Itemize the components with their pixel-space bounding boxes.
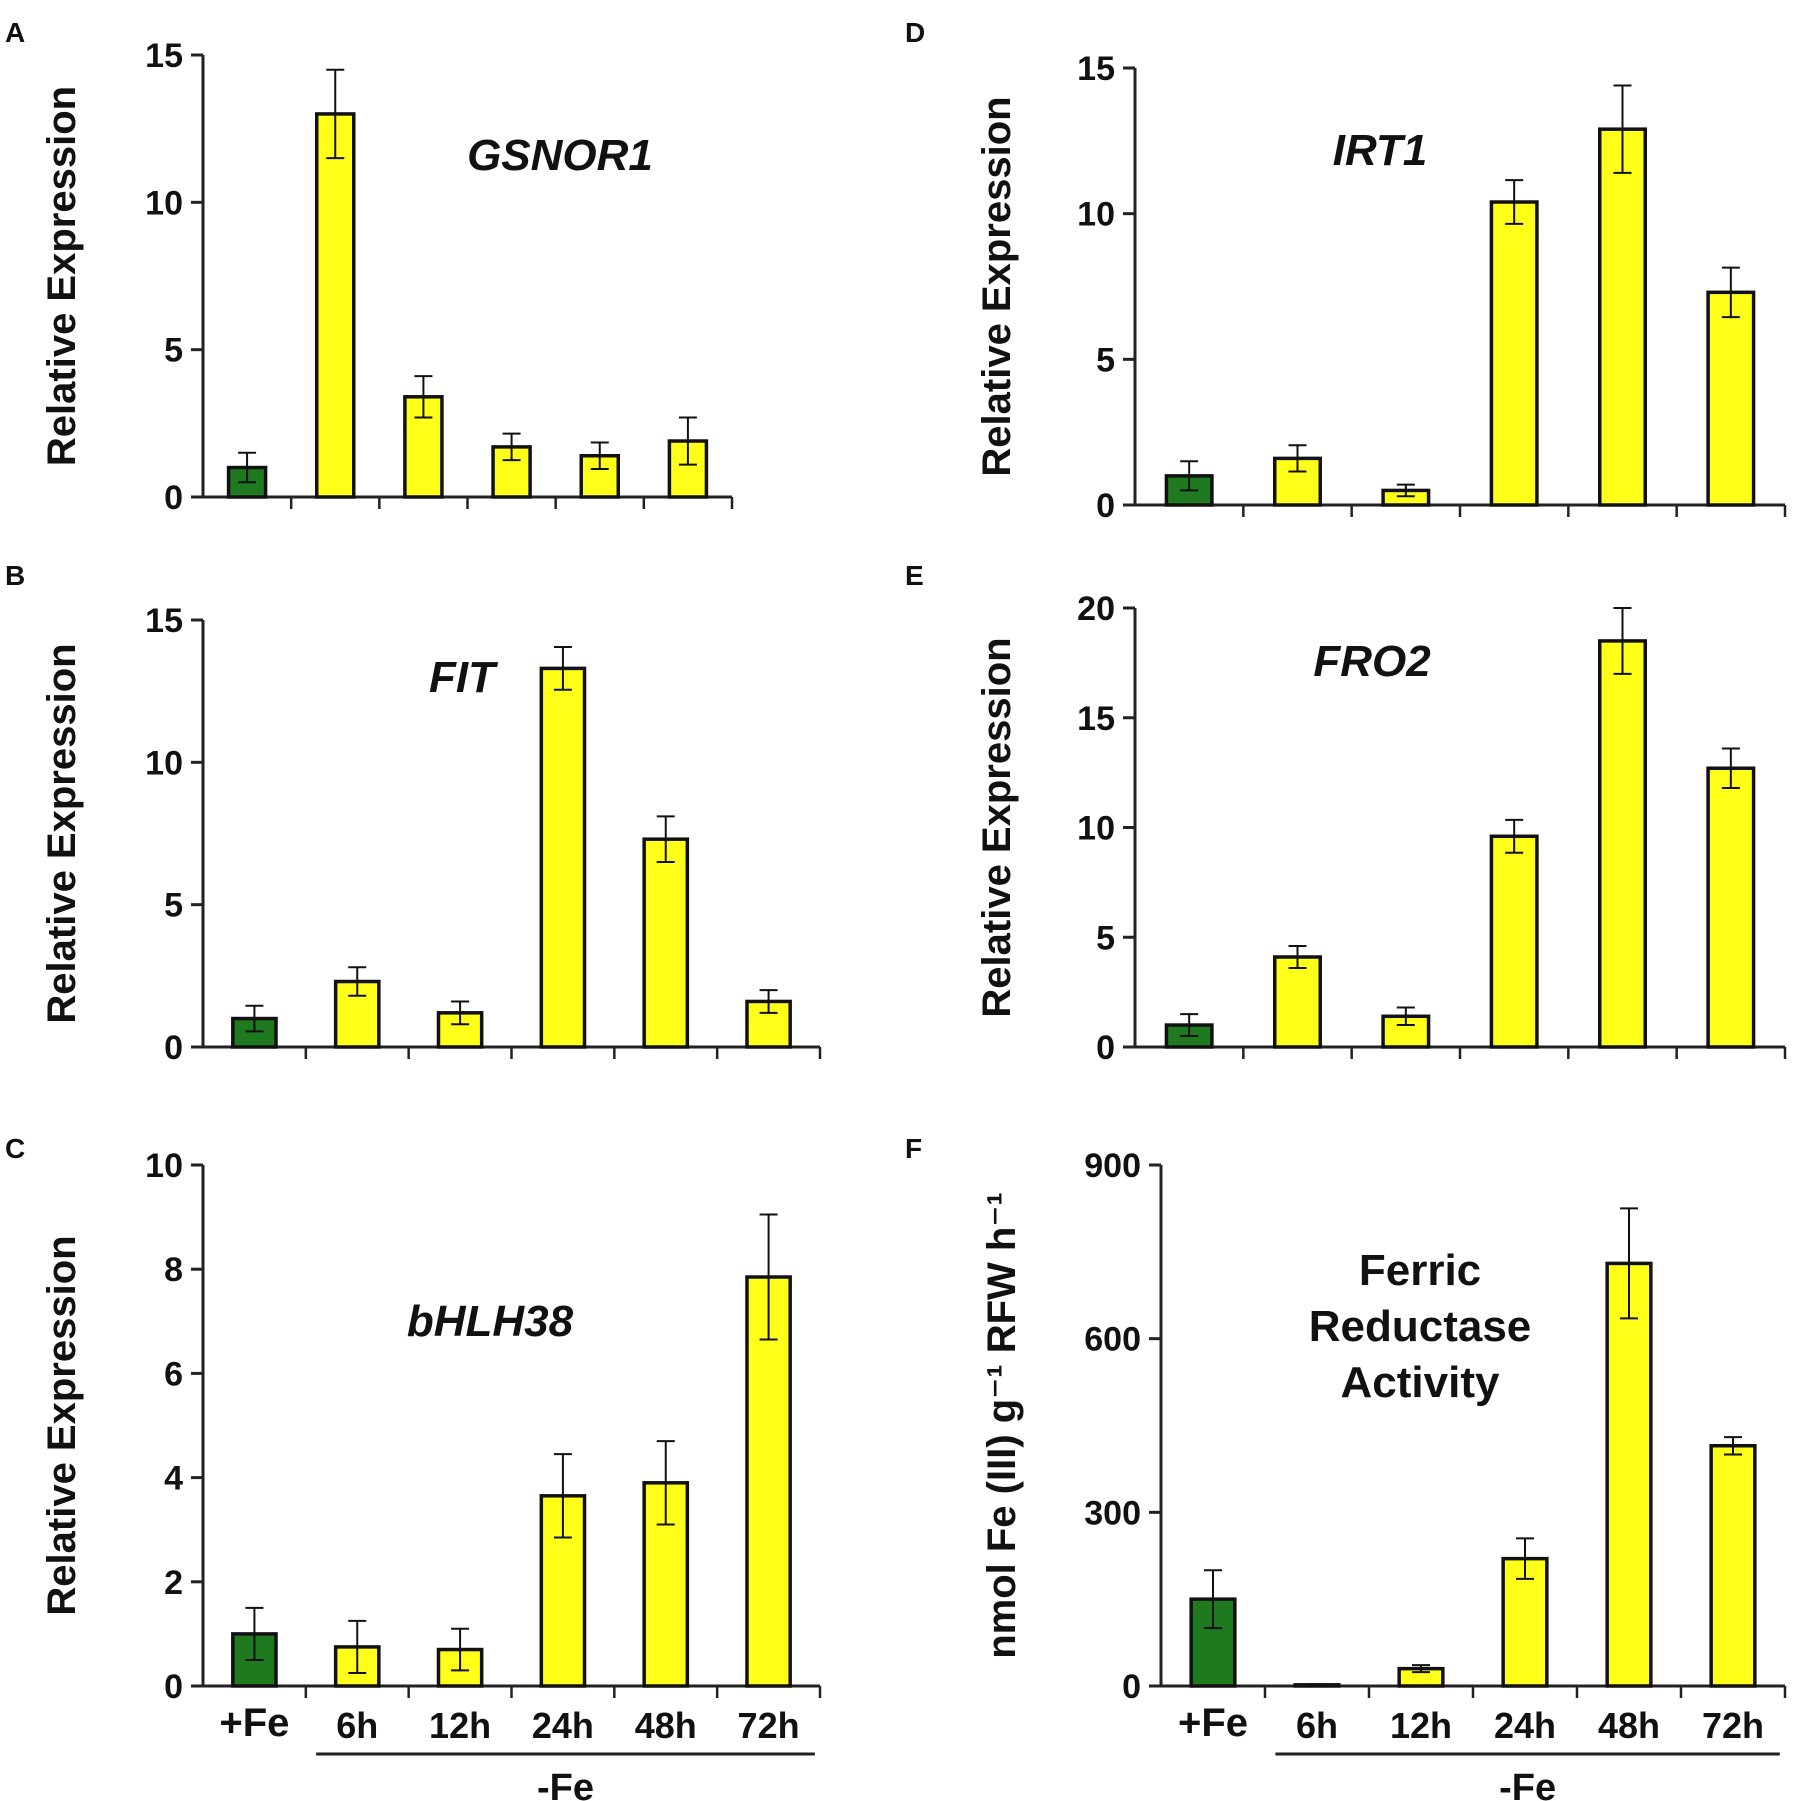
y-tick-label: 600: [1084, 1321, 1141, 1359]
y-tick-label: 10: [145, 1147, 183, 1185]
panel-f: F 0 300 600 900 nmol Fe (III) g⁻¹ RFW h⁻¹ Ferr…: [905, 1133, 1787, 1801]
bar-24h: [1489, 200, 1539, 507]
bar-12h: [1381, 1014, 1431, 1049]
y-axis-label: Relative Expression: [975, 637, 1019, 1017]
y-tick-label: 300: [1084, 1494, 1141, 1532]
x-tick-label: 12h: [1390, 1705, 1452, 1746]
bar-6h: [1273, 955, 1322, 1049]
chart-title-line: Activity: [1341, 1358, 1500, 1407]
x-tick-label: 6h: [336, 1705, 378, 1746]
y-tick-label: 15: [1077, 700, 1115, 738]
bar-72h: [1706, 766, 1756, 1049]
bar-6h: [314, 112, 356, 499]
y-axis-label: Relative Expression: [40, 86, 84, 466]
chart-title-line: Ferric: [1359, 1246, 1481, 1295]
y-axis-label: Relative Expression: [40, 643, 84, 1023]
x-tick-label: +Fe: [219, 1701, 289, 1745]
bar-72h: [745, 1275, 792, 1688]
bar-48h: [1605, 1261, 1653, 1688]
y-tick-label: 10: [145, 744, 183, 782]
x-tick-label: 48h: [1598, 1705, 1660, 1746]
y-tick-label: 0: [1122, 1668, 1141, 1706]
x-tick-label: 48h: [635, 1705, 697, 1746]
y-tick-label: 2: [164, 1564, 183, 1602]
y-tick-label: 0: [164, 1029, 183, 1067]
panel-letter: A: [5, 17, 25, 48]
y-tick-label: 20: [1077, 590, 1115, 628]
bar-72h: [1706, 290, 1756, 507]
chart-title-line: Reductase: [1309, 1302, 1532, 1351]
y-tick-label: 10: [1077, 196, 1115, 234]
y-tick-label: 10: [145, 184, 183, 222]
group-label: -Fe: [537, 1767, 594, 1801]
y-tick-label: 0: [1096, 1029, 1115, 1067]
gene-title: FRO2: [1313, 637, 1431, 686]
y-axis-label: Relative Expression: [975, 96, 1019, 476]
y-tick-label: 5: [1096, 341, 1115, 379]
gene-title: IRT1: [1333, 126, 1428, 175]
y-tick-label: 15: [1077, 50, 1115, 88]
y-tick-label: 15: [145, 602, 183, 640]
bar-24h: [1489, 834, 1539, 1049]
y-tick-label: 15: [145, 37, 183, 75]
y-axis-label: nmol Fe (III) g⁻¹ RFW h⁻¹: [980, 1192, 1024, 1659]
panel-e: E 0 5 10 15 20 Relative Expression FRO2: [905, 560, 1787, 1067]
y-tick-label: 900: [1084, 1147, 1141, 1185]
bar-72h: [1709, 1444, 1757, 1688]
y-tick-label: 5: [164, 887, 183, 925]
panel-d: D 0 5 10 15 Relative Expression IRT1: [905, 17, 1787, 525]
x-tick-label: 24h: [532, 1705, 594, 1746]
y-tick-label: 8: [164, 1251, 183, 1289]
y-tick-label: 10: [1077, 810, 1115, 848]
x-tick-label: 72h: [738, 1705, 800, 1746]
panel-c: C 0 2 4 6 8 10 Relative Expression bHLH38 +Fe 6h 12…: [5, 1133, 822, 1801]
panel-letter: D: [905, 17, 925, 48]
y-tick-label: 0: [1096, 487, 1115, 525]
panel-letter: C: [5, 1133, 25, 1164]
panel-letter: B: [5, 560, 25, 591]
y-tick-label: 5: [1096, 919, 1115, 957]
y-axis-label: Relative Expression: [40, 1235, 84, 1615]
x-tick-label: 24h: [1494, 1705, 1556, 1746]
panel-a: A 0 5 10 15 Relative Expression GSNOR1: [5, 17, 734, 517]
panel-letter: E: [905, 560, 924, 591]
x-tick-label: +Fe: [1178, 1701, 1248, 1745]
bar-6h: [1273, 456, 1322, 507]
x-tick-label: 6h: [1296, 1705, 1338, 1746]
y-tick-label: 6: [164, 1355, 183, 1393]
x-tick-label: 72h: [1702, 1705, 1764, 1746]
bar-48h: [1598, 639, 1647, 1049]
gene-title: bHLH38: [407, 1297, 574, 1346]
panel-letter: F: [905, 1133, 922, 1164]
y-tick-label: 5: [164, 332, 183, 370]
y-tick-label: 4: [164, 1460, 183, 1498]
group-label: -Fe: [1499, 1767, 1556, 1801]
gene-title: GSNOR1: [467, 131, 653, 180]
x-tick-label: 12h: [429, 1705, 491, 1746]
gene-title: FIT: [429, 653, 498, 702]
y-tick-label: 0: [164, 479, 183, 517]
bar-24h: [539, 666, 587, 1049]
panel-b: B 0 5 10 15 Relative Expression FIT: [5, 560, 822, 1067]
bar-48h: [642, 837, 690, 1049]
y-tick-label: 0: [164, 1668, 183, 1706]
bar-48h: [1598, 127, 1647, 507]
